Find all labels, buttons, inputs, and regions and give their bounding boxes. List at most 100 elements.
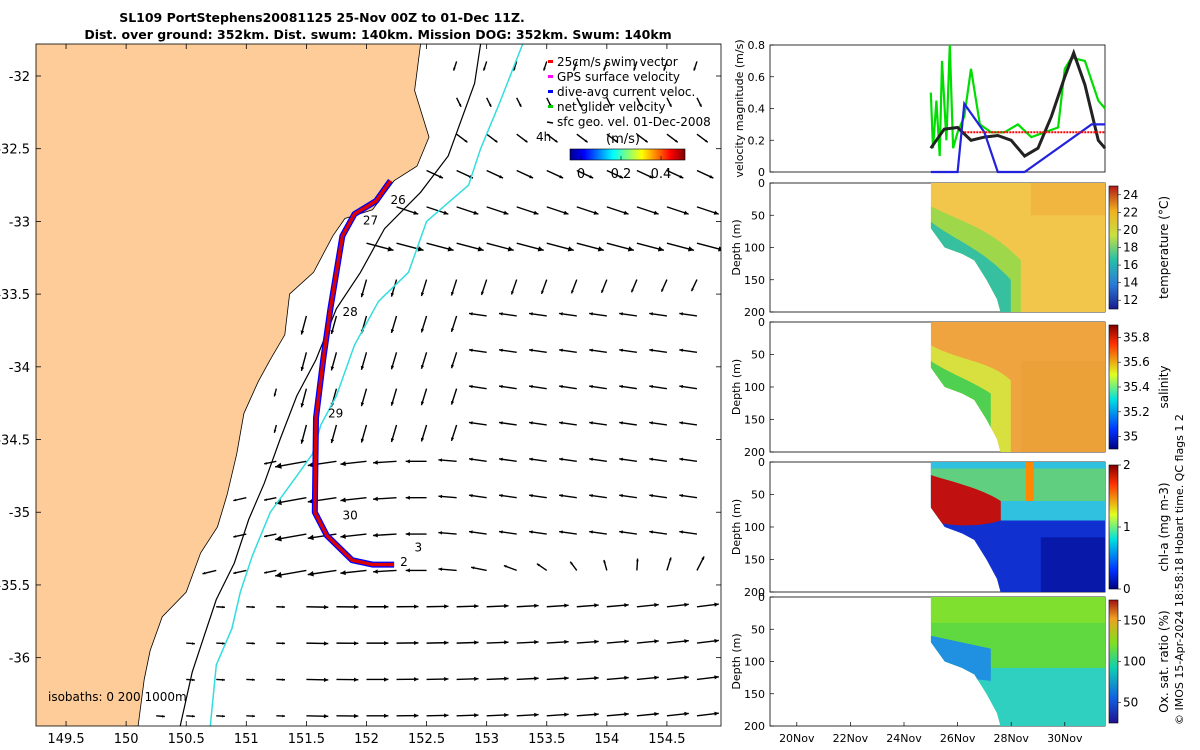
map-x-tick-label: 151.5 [288,732,325,747]
section-y-label: Depth (m) [730,499,743,555]
legend-label: dive-avg current veloc. [557,85,695,99]
velocity-vector [603,61,608,71]
day-label: 26 [391,193,406,207]
legend-entry: 25cm/s swim vector [548,55,678,69]
velocity-vector [330,315,338,335]
legend-entry: net glider velocity [548,100,665,114]
velocity-vector [420,315,428,333]
velocity-series-line [930,100,1105,174]
velocity-vector [456,676,479,681]
velocity-vector [559,530,577,535]
velocity-vector [649,530,668,535]
velocity-vector [373,569,397,574]
velocity-vector [589,493,607,499]
section-y-tick-label: 200 [744,306,765,319]
velocity-vector [273,424,278,433]
velocity-vector [516,206,539,215]
map-title-line2: Dist. over ground: 352km. Dist. swum: 14… [84,27,671,42]
velocity-vector [336,713,359,719]
velocity-vector [455,97,462,108]
legend-entry: dive-avg current veloc. [548,85,695,99]
velocity-vector [452,61,458,71]
velocity-vector [666,602,689,608]
section-y-label: Depth (m) [730,359,743,415]
velocity-y-tick-label: 0.4 [748,103,766,116]
velocity-vector [606,97,612,108]
velocity-vector [516,712,539,717]
velocity-vector [306,677,329,682]
velocity-vector [498,457,517,463]
velocity-vector [546,712,569,717]
velocity-vector [559,421,577,426]
velocity-vector [390,352,398,370]
velocity-vector [498,530,517,535]
velocity-vector [666,206,689,215]
map-y-tick-label: -35.5 [0,579,30,594]
map-x-tick-label: 149.5 [47,732,84,747]
velocity-vector [300,352,308,372]
section-y-tick-label: 200 [744,586,765,599]
time-x-tick-label: 20Nov [779,732,815,745]
velocity-vector [666,133,679,143]
map-y-tick-label: -36 [9,652,30,667]
velocity-vector [636,602,659,608]
velocity-vector [486,169,504,179]
velocity-vector [630,279,638,293]
velocity-vector [619,348,637,353]
velocity-vector [528,493,547,499]
colorbar-tick-label: 0.2 [611,167,632,182]
velocity-vector [663,61,668,71]
colorbar-tick-label: 35 [1123,430,1138,444]
section-y-tick-label: 0 [758,316,765,329]
velocity-vector [546,242,574,252]
velocity-vector [456,242,484,252]
velocity-vector [576,242,605,252]
map-x-tick-label: 152 [354,732,379,747]
velocity-vector [396,206,419,215]
velocity-vector [498,384,517,390]
velocity-vector [696,675,719,681]
velocity-vector [636,711,659,717]
velocity-vector [486,133,498,143]
velocity-vector [546,676,569,681]
velocity-vector [202,569,217,575]
velocity-vector [336,604,359,610]
map-y-tick-label: -34.5 [0,434,30,449]
velocity-vector [559,384,577,390]
velocity-vector [468,421,487,426]
velocity-vector [426,640,449,645]
velocity-vector [263,497,277,501]
velocity-vector [330,352,338,371]
section-y-tick-label: 150 [744,688,765,701]
velocity-vector [498,312,517,317]
velocity-vector [666,675,689,681]
colorbar-tick-label: 0 [577,167,585,182]
velocity-vector [693,61,698,71]
velocity-vector [396,677,419,682]
velocity-vector [589,421,607,426]
velocity-vector [405,532,427,537]
velocity-vector [405,495,427,500]
velocity-vector [660,279,668,293]
velocity-vector [516,242,544,252]
velocity-vector [503,564,517,572]
colorbar-label: salinity [1157,365,1171,408]
velocity-vector [300,315,308,335]
velocity-vector [619,530,637,535]
colorbar-tick-label: 0.4 [651,167,672,182]
velocity-vector [274,460,307,469]
velocity-vector [516,97,522,108]
velocity-vector [300,424,308,444]
velocity-vector [438,458,457,463]
velocity-vector [366,604,389,609]
velocity-vector [426,206,449,215]
time-x-tick-label: 30Nov [1047,732,1083,745]
velocity-vector [246,714,256,718]
velocity-vector [679,312,698,317]
velocity-vector [276,605,286,609]
velocity-vector [216,605,225,609]
velocity-vector [559,457,577,463]
velocity-vector [589,348,607,353]
velocity-vector [336,641,359,646]
